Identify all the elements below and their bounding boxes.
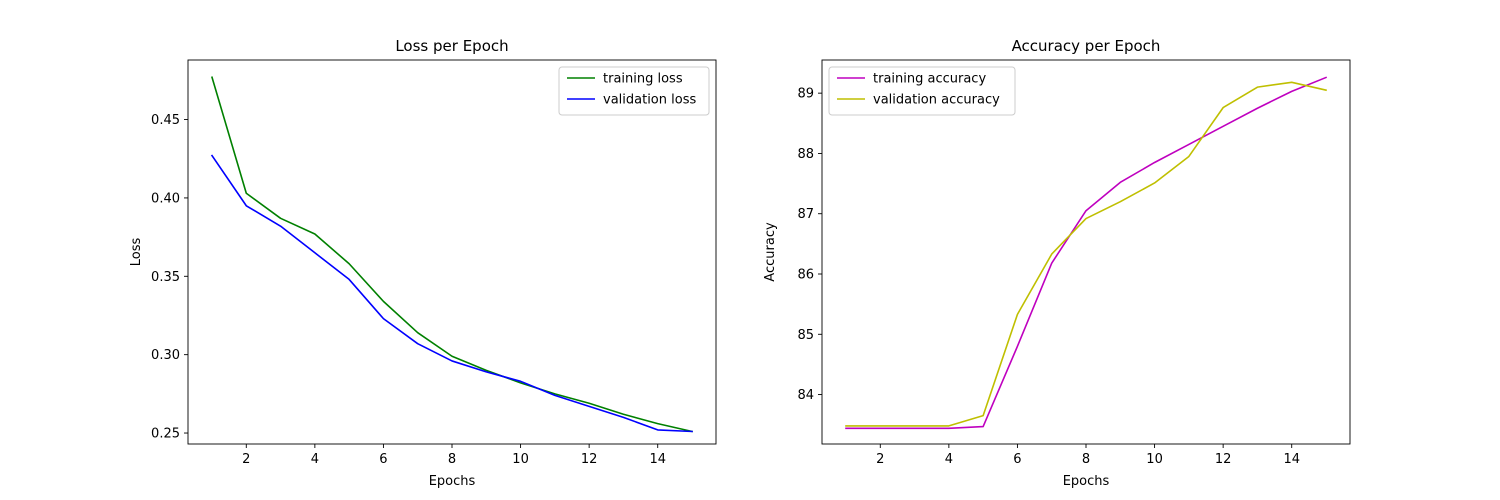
x-tick-label: 6 xyxy=(379,452,387,467)
y-tick-label: 0.45 xyxy=(151,113,180,128)
series-line-1 xyxy=(845,76,1328,430)
x-tick-label: 6 xyxy=(1013,452,1021,467)
x-tick-label: 10 xyxy=(1146,452,1163,467)
x-tick-label: 2 xyxy=(876,452,884,467)
x-tick-label: 4 xyxy=(945,452,953,467)
series-line-2 xyxy=(845,81,1327,427)
y-tick-label: 89 xyxy=(797,87,814,102)
x-tick-label: 10 xyxy=(512,452,529,467)
chart-title: Accuracy per Epoch xyxy=(1012,37,1161,55)
chart-panel-2: 2 4 6 8 10 12 14 84 85 86 87 88 89 Accuracy per Epoch… xyxy=(763,37,1351,489)
x-tick-label: 12 xyxy=(581,452,598,467)
x-tick-label: 4 xyxy=(311,452,319,467)
legend-label: training accuracy xyxy=(873,72,986,87)
y-tick-label: 84 xyxy=(797,388,814,403)
x-tick-label: 14 xyxy=(1283,452,1300,467)
y-tick-label: 86 xyxy=(797,268,814,283)
chart-panel-1: 2 4 6 8 10 12 14 0.25 0.30 0.35 0.40 0.45 Loss per E… xyxy=(129,37,717,489)
chart-title: Loss per Epoch xyxy=(395,37,508,55)
y-axis-label: Accuracy xyxy=(763,222,778,282)
plot-frame xyxy=(187,59,717,445)
legend-label: validation accuracy xyxy=(873,93,1000,108)
x-tick-label: 8 xyxy=(448,452,456,467)
x-tick-label: 14 xyxy=(649,452,666,467)
legend: training loss validation loss xyxy=(558,66,710,116)
y-tick-label: 87 xyxy=(797,207,814,222)
series-line-2 xyxy=(210,154,693,433)
legend-box xyxy=(828,66,1016,116)
plot-frame xyxy=(821,59,1351,445)
x-tick-label: 12 xyxy=(1215,452,1232,467)
y-tick-label: 0.35 xyxy=(151,270,180,285)
x-tick-label: 2 xyxy=(242,452,250,467)
legend: training accuracy validation accuracy xyxy=(828,66,1016,116)
legend-label: validation loss xyxy=(603,93,696,108)
y-tick-label: 0.25 xyxy=(151,427,180,442)
y-tick-label: 0.30 xyxy=(151,348,180,363)
x-axis-label: Epochs xyxy=(1063,474,1110,489)
legend-box xyxy=(558,66,710,116)
x-axis-label: Epochs xyxy=(429,474,476,489)
y-tick-label: 88 xyxy=(797,147,814,162)
series-line-1 xyxy=(211,76,693,433)
y-tick-label: 85 xyxy=(797,328,814,343)
legend-label: training loss xyxy=(603,72,683,87)
x-tick-label: 8 xyxy=(1082,452,1090,467)
y-axis-label: Loss xyxy=(129,238,144,267)
y-tick-label: 0.40 xyxy=(151,191,180,206)
